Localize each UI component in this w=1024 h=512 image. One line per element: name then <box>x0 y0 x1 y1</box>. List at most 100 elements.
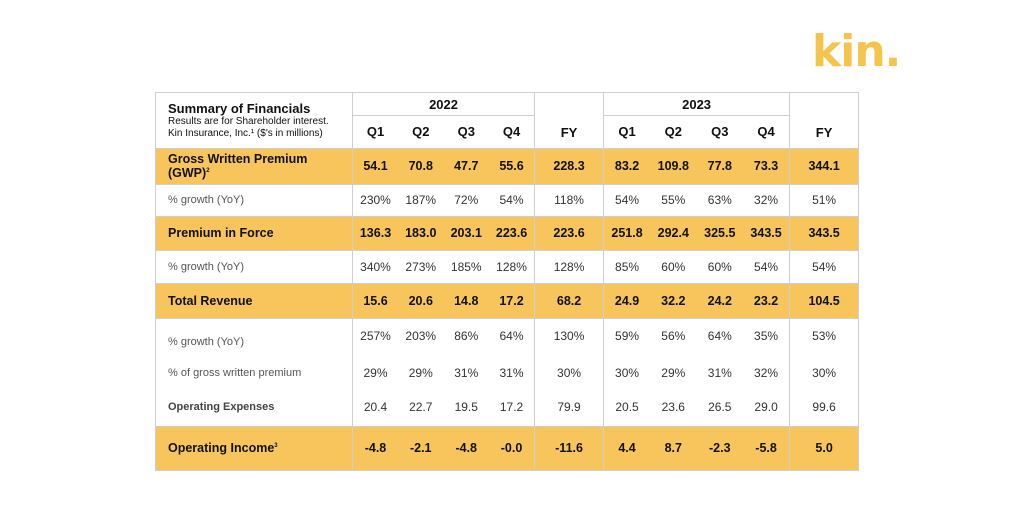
table-cell: 20.6 <box>398 282 444 318</box>
table-cell: 30% <box>615 366 640 380</box>
table-title: Summary of Financials <box>155 92 353 116</box>
table-cell: 63% <box>696 183 744 216</box>
table-cell: 54% <box>489 183 535 216</box>
table-cell: 30% <box>789 358 860 388</box>
table-cell: 14.8 <box>443 282 489 318</box>
table-cell: 79.9 <box>534 387 605 426</box>
table-cell: 83.2 <box>603 147 651 184</box>
table-cell: 118% <box>534 183 605 216</box>
row-label-text: % growth (YoY) <box>168 335 245 348</box>
table-cell: 223.6 <box>534 215 605 250</box>
table-cell: 32% <box>754 366 779 380</box>
q3-2023-header: Q3 <box>711 124 729 140</box>
table-cell: 54% <box>743 249 790 283</box>
table-cell: 228.3 <box>534 147 605 184</box>
table-cell: 23.2 <box>743 282 790 318</box>
header-year-row: Summary of Financials 2022 FY 2023 FY <box>155 92 860 148</box>
q1-2023-header: Q1 <box>618 124 636 140</box>
table-cell: 128% <box>489 249 535 283</box>
table-cell: -4.8 <box>443 425 489 470</box>
table-cell: 29% <box>363 366 388 380</box>
table-cell: 68.2 <box>534 282 605 318</box>
table-cell: 54% <box>789 249 860 283</box>
row-label: % of gross written premium <box>155 358 353 388</box>
row-label: Total Revenue <box>155 282 353 318</box>
table-cell: -2.1 <box>398 425 444 470</box>
table-cell: 187% <box>398 183 444 216</box>
subtitle-line-1: Results are for Shareholder interest. <box>168 115 329 127</box>
table-cell: 15.6 <box>352 282 398 318</box>
table-cell: 77.8 <box>696 147 744 184</box>
table-cell: 54.1 <box>352 147 398 184</box>
table-row: % growth (YoY) 257% 203% 86% 64% 130% 59% 56% 64… <box>155 317 860 359</box>
row-label: % growth (YoY) <box>155 249 353 283</box>
table-cell: 20.4 <box>363 399 388 414</box>
header-quarter-row: Results are for Shareholder interest. Kin… <box>155 115 859 148</box>
table-row: % of gross written premium 29% 29% 31% 31% 30… <box>155 358 860 388</box>
table-cell: 59% <box>603 317 651 359</box>
table-cell: 31% <box>454 366 479 380</box>
table-cell: 17.2 <box>489 282 535 318</box>
table-cell: 53% <box>789 317 860 359</box>
table-cell: 85% <box>603 249 651 283</box>
table-row: Operating Income3 -4.8 -2.1 -4.8 -0.0 -11.6 4.… <box>155 425 860 470</box>
table-cell: 60% <box>650 249 697 283</box>
table-cell: 55.6 <box>489 147 535 184</box>
table-cell: 4.4 <box>603 425 651 470</box>
table-cell: 64% <box>696 317 744 359</box>
table-cell: 51% <box>789 183 860 216</box>
row-label-text: % growth (YoY) <box>168 194 245 206</box>
table-cell: 47.7 <box>443 147 489 184</box>
table-cell: 292.4 <box>650 215 697 250</box>
table-cell: -4.8 <box>352 425 398 470</box>
row-label: Operating Income3 <box>155 425 353 470</box>
table-cell: 54% <box>603 183 651 216</box>
q2-2023-header: Q2 <box>664 124 682 140</box>
table-cell: 136.3 <box>352 215 398 250</box>
table-cell: 73.3 <box>743 147 790 184</box>
fy-2023-header: FY <box>789 92 860 148</box>
table-cell: -0.0 <box>489 425 535 470</box>
table-row: Total Revenue 15.6 20.6 14.8 17.2 68.2 24.9 32.… <box>155 282 860 318</box>
q1-2022-header: Q1 <box>366 124 385 140</box>
table-cell: -2.3 <box>696 425 744 470</box>
table-cell: 70.8 <box>398 147 444 184</box>
table-cell: 17.2 <box>499 399 524 414</box>
table-cell: 30% <box>534 358 605 388</box>
table-cell: 343.5 <box>789 215 860 250</box>
table-cell: 325.5 <box>696 215 744 250</box>
row-label: % growth (YoY) <box>155 317 353 359</box>
row-label-text: Premium in Force <box>168 226 274 240</box>
row-label-text: Operating Expenses <box>168 400 275 413</box>
row-label-text: Operating Income <box>168 441 275 455</box>
table-row: % growth (YoY) 340% 273% 185% 128% 128% 85% 60%… <box>155 249 860 283</box>
table-cell: 29.0 <box>754 399 778 414</box>
q3-2022-header: Q3 <box>457 124 475 140</box>
q4-2023-header: Q4 <box>757 124 775 140</box>
table-cell: -5.8 <box>743 425 790 470</box>
table-row: Gross Written Premium (GWP)2 54.1 70.8 47.7… <box>155 147 860 184</box>
table-cell: 183.0 <box>398 215 444 250</box>
row-label: Operating Expenses <box>155 387 353 426</box>
table-cell: 343.5 <box>743 215 790 250</box>
table-row: % growth (YoY) 230% 187% 72% 54% 118% 54% 55% 63… <box>155 183 860 216</box>
row-label-text: % growth (YoY) <box>168 260 245 273</box>
table-cell: 23.6 <box>661 399 685 414</box>
table-cell: 203% <box>398 317 444 359</box>
table-cell: 104.5 <box>789 282 860 318</box>
table-subtitle: Results are for Shareholder interest. Kin… <box>155 115 353 148</box>
table-cell: -11.6 <box>534 425 605 470</box>
kin-logo: kin. <box>812 26 901 77</box>
table-cell: 22.7 <box>409 399 433 414</box>
year-2022-header: 2022 <box>351 92 536 116</box>
table-cell: 24.9 <box>603 282 651 318</box>
table-cell: 257% <box>352 317 398 359</box>
fy-2022-header: FY <box>534 92 605 148</box>
footnote-marker: 3 <box>274 442 278 449</box>
table-cell: 29% <box>661 366 686 380</box>
subtitle-line-2: Kin Insurance, Inc.¹ ($'s in millions) <box>168 127 323 139</box>
table-row: Premium in Force 136.3 183.0 203.1 223.6 223.… <box>155 215 860 250</box>
table-cell: 109.8 <box>650 147 697 184</box>
year-2023-header: 2023 <box>603 92 791 116</box>
table-cell: 31% <box>707 366 732 380</box>
